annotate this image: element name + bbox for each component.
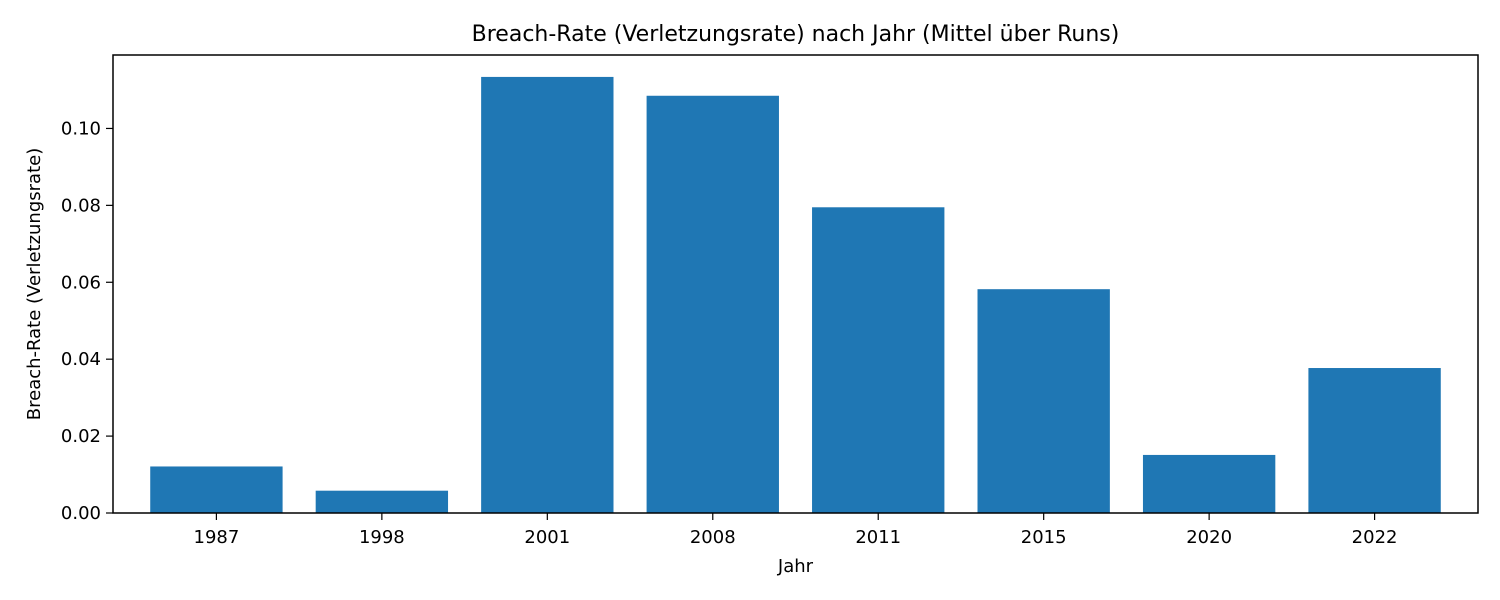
y-tick-label: 0.06 [61, 272, 101, 293]
x-axis-label: Jahr [777, 556, 814, 577]
chart-title: Breach-Rate (Verletzungsrate) nach Jahr … [472, 22, 1120, 47]
bar-2001 [481, 76, 614, 513]
bar-1987 [150, 466, 283, 513]
y-tick-label: 0.08 [61, 195, 101, 216]
x-tick-label: 2022 [1352, 527, 1398, 548]
plot-frame [112, 54, 1479, 514]
bar-2020 [1142, 454, 1276, 513]
x-tick-label: 2008 [690, 527, 736, 548]
y-axis-label: Breach-Rate (Verletzungsrate) [24, 148, 45, 420]
bar-2015 [977, 289, 1110, 513]
bar-2011 [812, 207, 945, 514]
x-tick-label: 2015 [1021, 527, 1067, 548]
y-tick-label: 0.02 [61, 426, 101, 447]
x-tick-label: 2001 [524, 527, 570, 548]
bar-1998 [315, 490, 449, 513]
bars-group [150, 76, 1441, 514]
x-axis-ticks: 1987 1998 2001 2008 2011 2015 2020 2022 [194, 513, 1398, 548]
x-tick-label: 1987 [194, 527, 240, 548]
y-tick-label: 0.10 [61, 118, 101, 139]
x-tick-label: 2011 [855, 527, 901, 548]
x-tick-label: 1998 [359, 527, 405, 548]
bar-2008 [646, 95, 779, 513]
y-tick-label: 0.04 [61, 349, 101, 370]
y-tick-label: 0.00 [61, 503, 101, 524]
y-axis-ticks: 0.00 0.02 0.04 0.06 0.08 0.10 [61, 118, 113, 524]
x-tick-label: 2020 [1186, 527, 1232, 548]
bar-2022 [1308, 368, 1441, 513]
